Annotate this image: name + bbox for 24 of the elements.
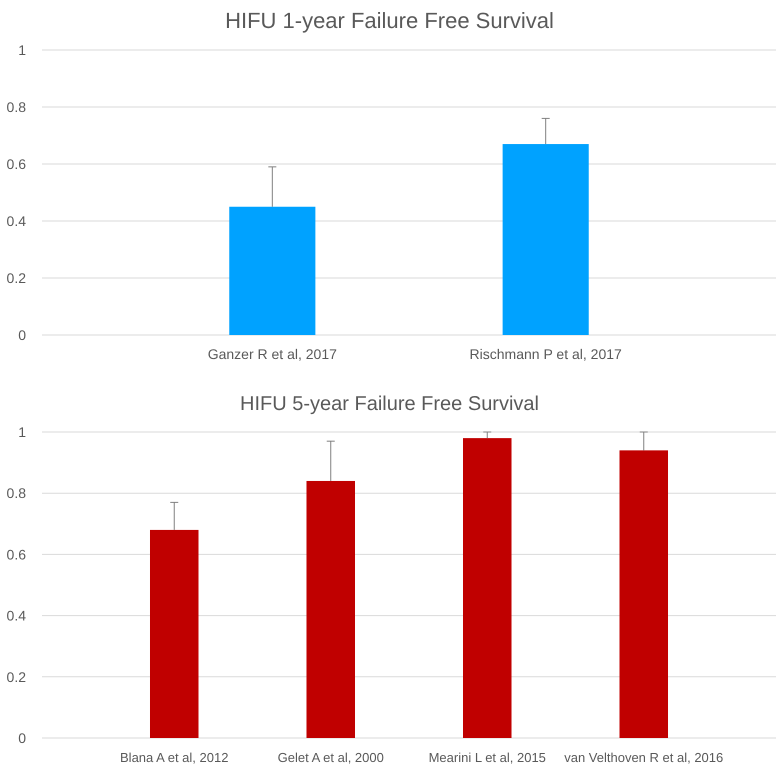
x-tick-label: Mearini L et al, 2015 [428, 750, 546, 764]
chart-title: HIFU 5-year Failure Free Survival [240, 393, 539, 415]
y-tick-label: 0.4 [6, 608, 26, 624]
bar [306, 480, 356, 738]
y-tick-label: 0.2 [6, 270, 26, 286]
x-tick-label: van Velthoven R et al, 2016 [564, 750, 724, 764]
x-tick-label: Blana A et al, 2012 [120, 750, 228, 764]
y-tick-label: 0.4 [6, 213, 26, 229]
x-tick-label: Rischmann P et al, 2017 [470, 346, 622, 362]
y-tick-label: 0.6 [6, 156, 26, 172]
y-tick-label: 0.2 [6, 668, 26, 685]
y-tick-label: 0 [18, 327, 26, 343]
x-tick-label: Ganzer R et al, 2017 [208, 346, 338, 362]
x-tick-label: Gelet A et al, 2000 [278, 750, 384, 764]
bar [619, 450, 668, 738]
chart-title: HIFU 1-year Failure Free Survival [225, 8, 554, 33]
y-tick-label: 0.8 [6, 485, 26, 502]
y-tick-label: 0.6 [6, 546, 26, 562]
y-tick-label: 1 [18, 42, 26, 58]
bar [462, 438, 512, 738]
y-tick-label: 0.8 [6, 99, 26, 115]
y-tick-label: 0 [18, 730, 26, 746]
bar [150, 530, 199, 738]
y-tick-label: 1 [18, 424, 26, 440]
